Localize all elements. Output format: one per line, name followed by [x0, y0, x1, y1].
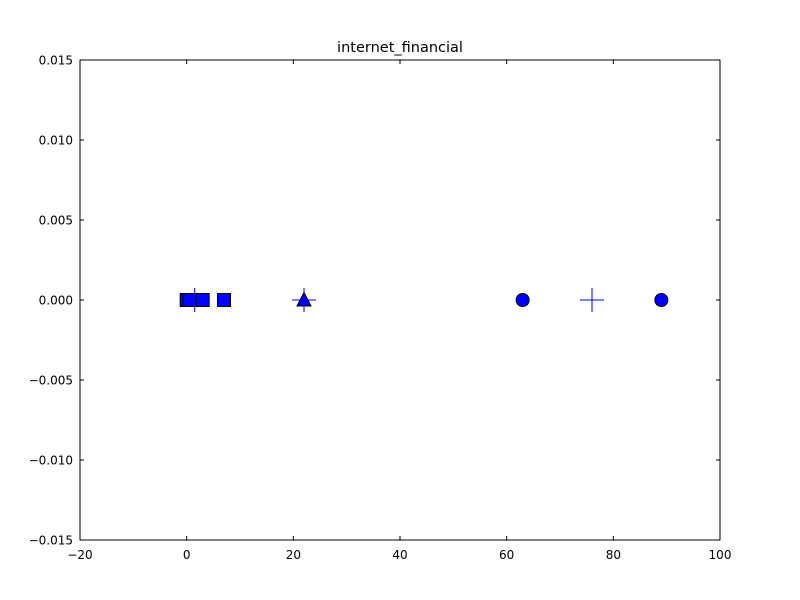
x-tick-label: −20 — [67, 548, 92, 562]
y-tick-label: 0.005 — [39, 214, 73, 228]
data-point-square — [195, 293, 210, 307]
y-tick-label: −0.005 — [29, 374, 73, 388]
plot-frame — [79, 59, 721, 541]
chart-title: internet_financial — [337, 40, 463, 56]
y-tick-label: −0.010 — [29, 454, 73, 468]
data-point-square — [217, 293, 231, 307]
data-point-circle — [654, 293, 669, 307]
x-tick-label: 20 — [286, 548, 301, 562]
x-tick-label: 80 — [606, 548, 621, 562]
data-point-plus — [580, 288, 604, 312]
data-points — [179, 288, 669, 312]
data-point-circle — [515, 293, 530, 307]
y-tick-label: 0.010 — [39, 134, 73, 148]
x-tick-label: 100 — [709, 548, 732, 562]
axis-tick-labels: −20 0 20 40 60 80 100 0.015 0.010 0.005 0.000 −0.00… — [29, 54, 732, 563]
x-tick-label: 40 — [392, 548, 407, 562]
y-tick-label: 0.015 — [39, 54, 73, 68]
x-tick-label: 0 — [183, 548, 191, 562]
y-tick-label: 0.000 — [39, 294, 73, 308]
x-tick-label: 60 — [499, 548, 514, 562]
data-point-triangle — [296, 291, 312, 307]
y-tick-label: −0.015 — [29, 534, 73, 548]
